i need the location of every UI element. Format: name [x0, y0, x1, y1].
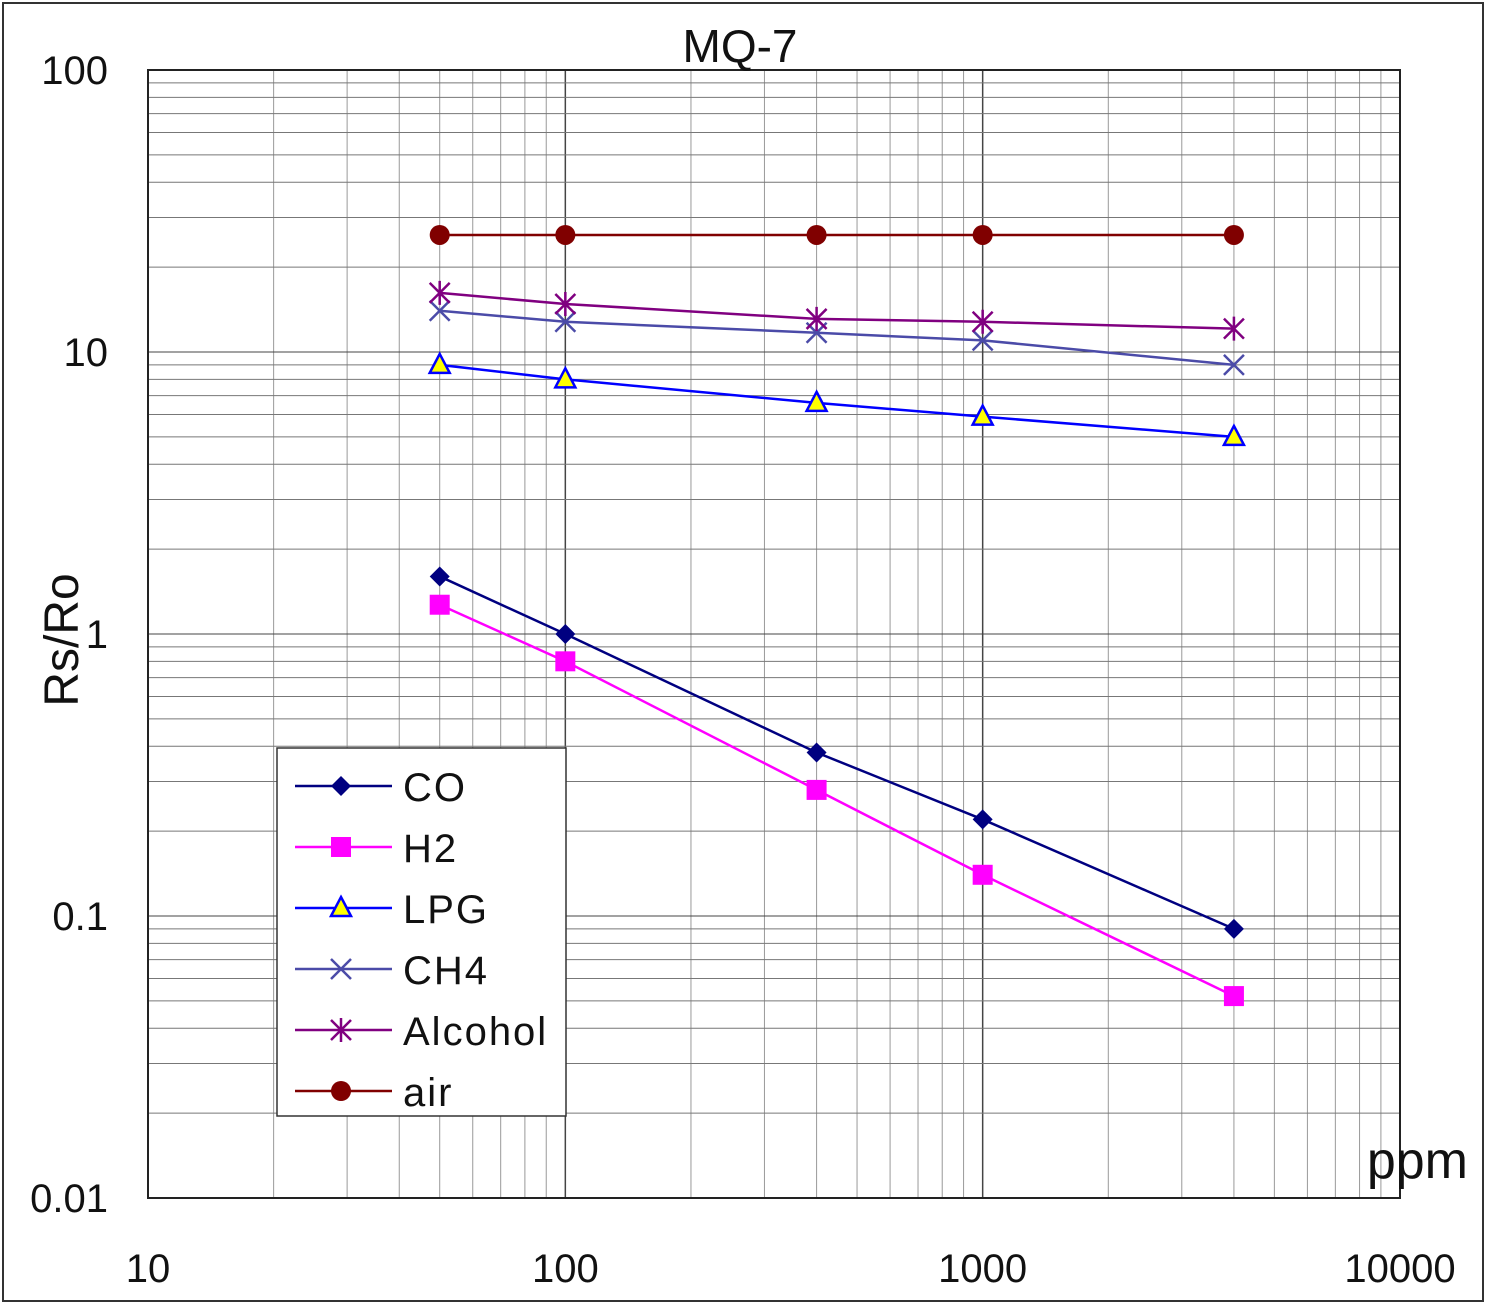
legend-item-air: air	[295, 1071, 453, 1115]
y-tick-label: 10	[64, 331, 109, 375]
legend-label: CH4	[403, 949, 489, 993]
series-alcohol	[428, 280, 1245, 341]
x-tick-label: 10000	[1344, 1247, 1455, 1291]
marker-circle	[1223, 224, 1244, 245]
legend: CO H2 LPG CH4 Alcohol air	[276, 747, 567, 1117]
legend-item-h2: H2	[295, 827, 458, 871]
grid	[147, 70, 1400, 1199]
y-tick-label: 0.01	[30, 1177, 108, 1221]
legend-label: Alcohol	[403, 1010, 548, 1054]
marker-x	[330, 958, 352, 980]
marker-square	[429, 594, 450, 615]
marker-circle	[429, 224, 450, 245]
marker-circle	[331, 1081, 351, 1101]
chart-title: MQ-7	[683, 20, 798, 72]
marker-triangle	[970, 402, 995, 426]
marker-star	[554, 291, 577, 316]
marker-x	[554, 310, 577, 333]
x-tick-label: 1000	[938, 1247, 1027, 1291]
y-tick-label: 1	[86, 613, 108, 657]
legend-label: CO	[403, 766, 467, 810]
series-co	[429, 566, 1244, 939]
y-tick-label: 0.1	[52, 895, 108, 939]
marker-x	[1223, 354, 1245, 376]
marker-diamond	[429, 566, 450, 587]
marker-star	[805, 306, 828, 331]
marker-square	[1223, 986, 1244, 1007]
marker-circle	[972, 224, 993, 245]
y-tick-label: 100	[41, 49, 108, 93]
series-h2	[429, 594, 1244, 1007]
marker-x	[428, 299, 451, 322]
marker-diamond	[972, 809, 993, 830]
legend-label: air	[403, 1071, 453, 1115]
marker-triangle	[1221, 423, 1246, 447]
series-group	[427, 224, 1246, 1007]
marker-x	[971, 329, 994, 352]
marker-square	[972, 864, 993, 885]
tick-labels: 10 100 1000 10000 0.01 0.1 1 10 100	[30, 49, 1455, 1291]
marker-square	[806, 779, 827, 800]
plot-area	[147, 69, 1401, 1199]
marker-circle	[555, 224, 576, 245]
marker-star	[971, 309, 994, 334]
marker-triangle	[427, 351, 452, 375]
legend-item-co: CO	[295, 766, 467, 810]
marker-triangle	[553, 365, 578, 389]
marker-diamond	[1223, 918, 1244, 939]
x-tick-label: 100	[532, 1247, 599, 1291]
marker-square	[331, 837, 351, 857]
marker-triangle	[804, 389, 829, 413]
legend-item-ch4: CH4	[295, 949, 489, 993]
marker-circle	[806, 224, 827, 245]
marker-square	[555, 651, 576, 672]
series-air	[429, 224, 1244, 245]
marker-triangle	[328, 894, 354, 918]
x-axis-label: ppm	[1367, 1132, 1468, 1190]
series-ch4	[428, 299, 1245, 376]
legend-item-alcohol: Alcohol	[295, 1010, 548, 1054]
legend-item-lpg: LPG	[295, 888, 489, 932]
legend-box	[276, 747, 567, 1117]
y-axis-label: Rs/Ro	[36, 573, 89, 706]
marker-star	[1223, 316, 1245, 341]
marker-star	[330, 1018, 352, 1042]
series-lpg	[427, 351, 1246, 447]
marker-star	[428, 280, 451, 305]
x-tick-label: 10	[126, 1247, 171, 1291]
marker-diamond	[806, 742, 827, 763]
legend-label: H2	[403, 827, 458, 871]
marker-diamond	[555, 624, 576, 644]
legend-label: LPG	[403, 888, 489, 932]
marker-diamond	[331, 776, 351, 796]
